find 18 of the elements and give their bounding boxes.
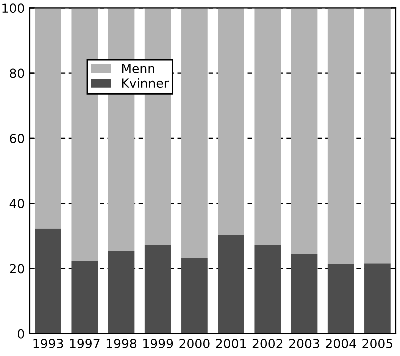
x-tick-label: 1998: [106, 339, 137, 348]
y-tick-label: 60: [10, 134, 24, 144]
y-tick-label: 80: [10, 68, 24, 78]
x-tick-label: 2000: [180, 339, 210, 348]
legend-label: Menn: [122, 64, 154, 74]
x-tick-label: 2004: [326, 339, 356, 348]
x-tick-label: 2003: [290, 339, 320, 348]
y-tick-label: 100: [2, 4, 24, 14]
y-tick-label: 20: [10, 264, 24, 274]
y-tick-label: 40: [10, 199, 24, 209]
x-tick-label: 1997: [70, 339, 100, 348]
x-tick-label: 2002: [252, 339, 283, 348]
y-tick-label: 0: [18, 329, 24, 339]
legend-label: Kvinner: [122, 78, 169, 88]
x-tick-label: 1999: [144, 339, 174, 348]
x-tick-label: 1993: [34, 339, 64, 348]
x-tick-label: 2001: [216, 339, 246, 348]
x-tick-label: 2005: [362, 339, 393, 348]
